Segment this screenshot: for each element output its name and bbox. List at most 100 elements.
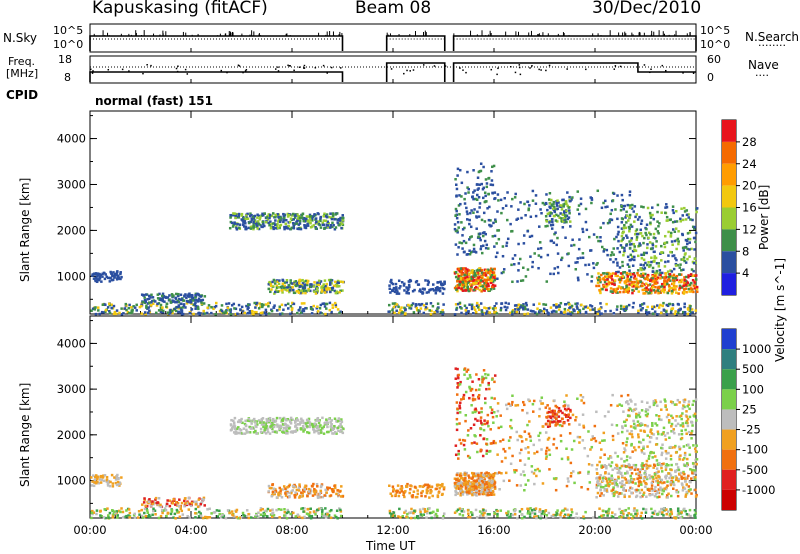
power-echo (529, 255, 532, 258)
velocity-echo (453, 477, 457, 480)
power-ground-scatter (147, 306, 150, 309)
power-echo (295, 220, 298, 224)
power-echo (464, 282, 467, 286)
velocity-ground-scatter (300, 507, 303, 511)
power-ground-scatter (125, 304, 128, 307)
velocity-ground-scatter (137, 509, 141, 513)
power-echo (389, 291, 392, 294)
power-echo (491, 235, 495, 238)
velocity-echo (463, 367, 467, 370)
power-echo (289, 279, 292, 282)
power-echo (663, 276, 666, 279)
power-ground-scatter (553, 310, 556, 313)
velocity-ground-scatter (151, 513, 154, 517)
velocity-echo (492, 493, 496, 496)
power-ground-scatter (188, 311, 192, 315)
velocity-echo (279, 490, 282, 493)
velocity-ground-scatter (262, 514, 265, 518)
power-ground-scatter (132, 305, 135, 308)
power-echo (647, 261, 650, 264)
velocity-ground-scatter (226, 509, 230, 512)
power-echo (478, 284, 481, 288)
power-echo (630, 283, 633, 287)
velocity-echo (476, 450, 479, 454)
velocity-ground-scatter (283, 508, 286, 511)
power-echo (496, 229, 499, 232)
power-ground-scatter (236, 312, 239, 316)
velocity-echo (303, 490, 306, 493)
power-echo (661, 271, 664, 275)
velocity-echo (284, 432, 288, 435)
velocity-ground-scatter (509, 515, 512, 518)
power-ground-scatter (120, 307, 123, 310)
power-echo (466, 170, 469, 174)
velocity-echo (416, 489, 419, 492)
power-echo (190, 295, 193, 298)
power-echo (199, 299, 203, 302)
power-colorbar-segment (722, 229, 736, 252)
power-ground-scatter (98, 312, 101, 316)
velocity-ground-scatter (90, 516, 93, 520)
velocity-echo (339, 430, 342, 433)
power-echo (443, 282, 446, 285)
velocity-echo (456, 484, 459, 488)
power-echo (576, 257, 580, 260)
power-echo (311, 215, 314, 218)
power-echo (654, 227, 658, 231)
velocity-echo (436, 494, 440, 497)
power-ground-scatter (393, 311, 396, 315)
power-echo (639, 280, 643, 283)
power-echo (491, 280, 495, 283)
power-echo (421, 292, 424, 295)
velocity-echo (340, 418, 343, 421)
power-echo (621, 264, 624, 268)
power-ground-scatter (264, 308, 268, 312)
power-echo (441, 292, 445, 295)
velocity-ground-scatter (640, 511, 643, 515)
power-echo (602, 276, 605, 280)
power-echo (654, 245, 658, 248)
power-colorbar-segment (722, 163, 736, 186)
power-ground-scatter (534, 311, 537, 314)
freq-label-2: [MHz] (6, 67, 39, 80)
power-echo (453, 227, 457, 231)
power-ground-scatter (441, 312, 444, 316)
power-echo (598, 277, 602, 280)
velocity-echo (481, 485, 484, 488)
velocity-echo (492, 485, 495, 488)
velocity-echo (309, 489, 313, 493)
power-echo (675, 247, 678, 251)
power-echo (246, 212, 249, 216)
velocity-echo (480, 471, 483, 475)
power-echo (526, 268, 530, 271)
nave-point (237, 64, 240, 67)
power-echo (468, 283, 472, 286)
velocity-echo (117, 477, 120, 481)
power-echo (595, 284, 598, 288)
power-echo (664, 276, 668, 279)
power-echo (564, 214, 567, 217)
power-echo (457, 267, 461, 271)
power-ground-scatter (253, 310, 256, 314)
power-echo (676, 237, 680, 241)
velocity-echo (456, 386, 459, 389)
power-echo (692, 269, 695, 273)
power-echo (110, 272, 114, 276)
power-echo (310, 217, 314, 220)
power-echo (103, 277, 107, 281)
power-echo (472, 211, 475, 214)
velocity-ground-scatter (163, 507, 167, 510)
velocity-ground-scatter (582, 515, 585, 518)
power-echo (539, 255, 543, 259)
power-echo (617, 270, 620, 274)
power-echo (253, 220, 257, 223)
velocity-ground-scatter (650, 515, 654, 519)
velocity-ground-scatter (107, 516, 110, 519)
power-echo (120, 275, 123, 279)
power-echo (674, 257, 677, 260)
power-ground-scatter (532, 303, 536, 306)
power-echo (288, 290, 291, 294)
power-ground-scatter (495, 302, 498, 305)
power-echo (567, 252, 570, 255)
velocity-ground-scatter (294, 515, 298, 518)
